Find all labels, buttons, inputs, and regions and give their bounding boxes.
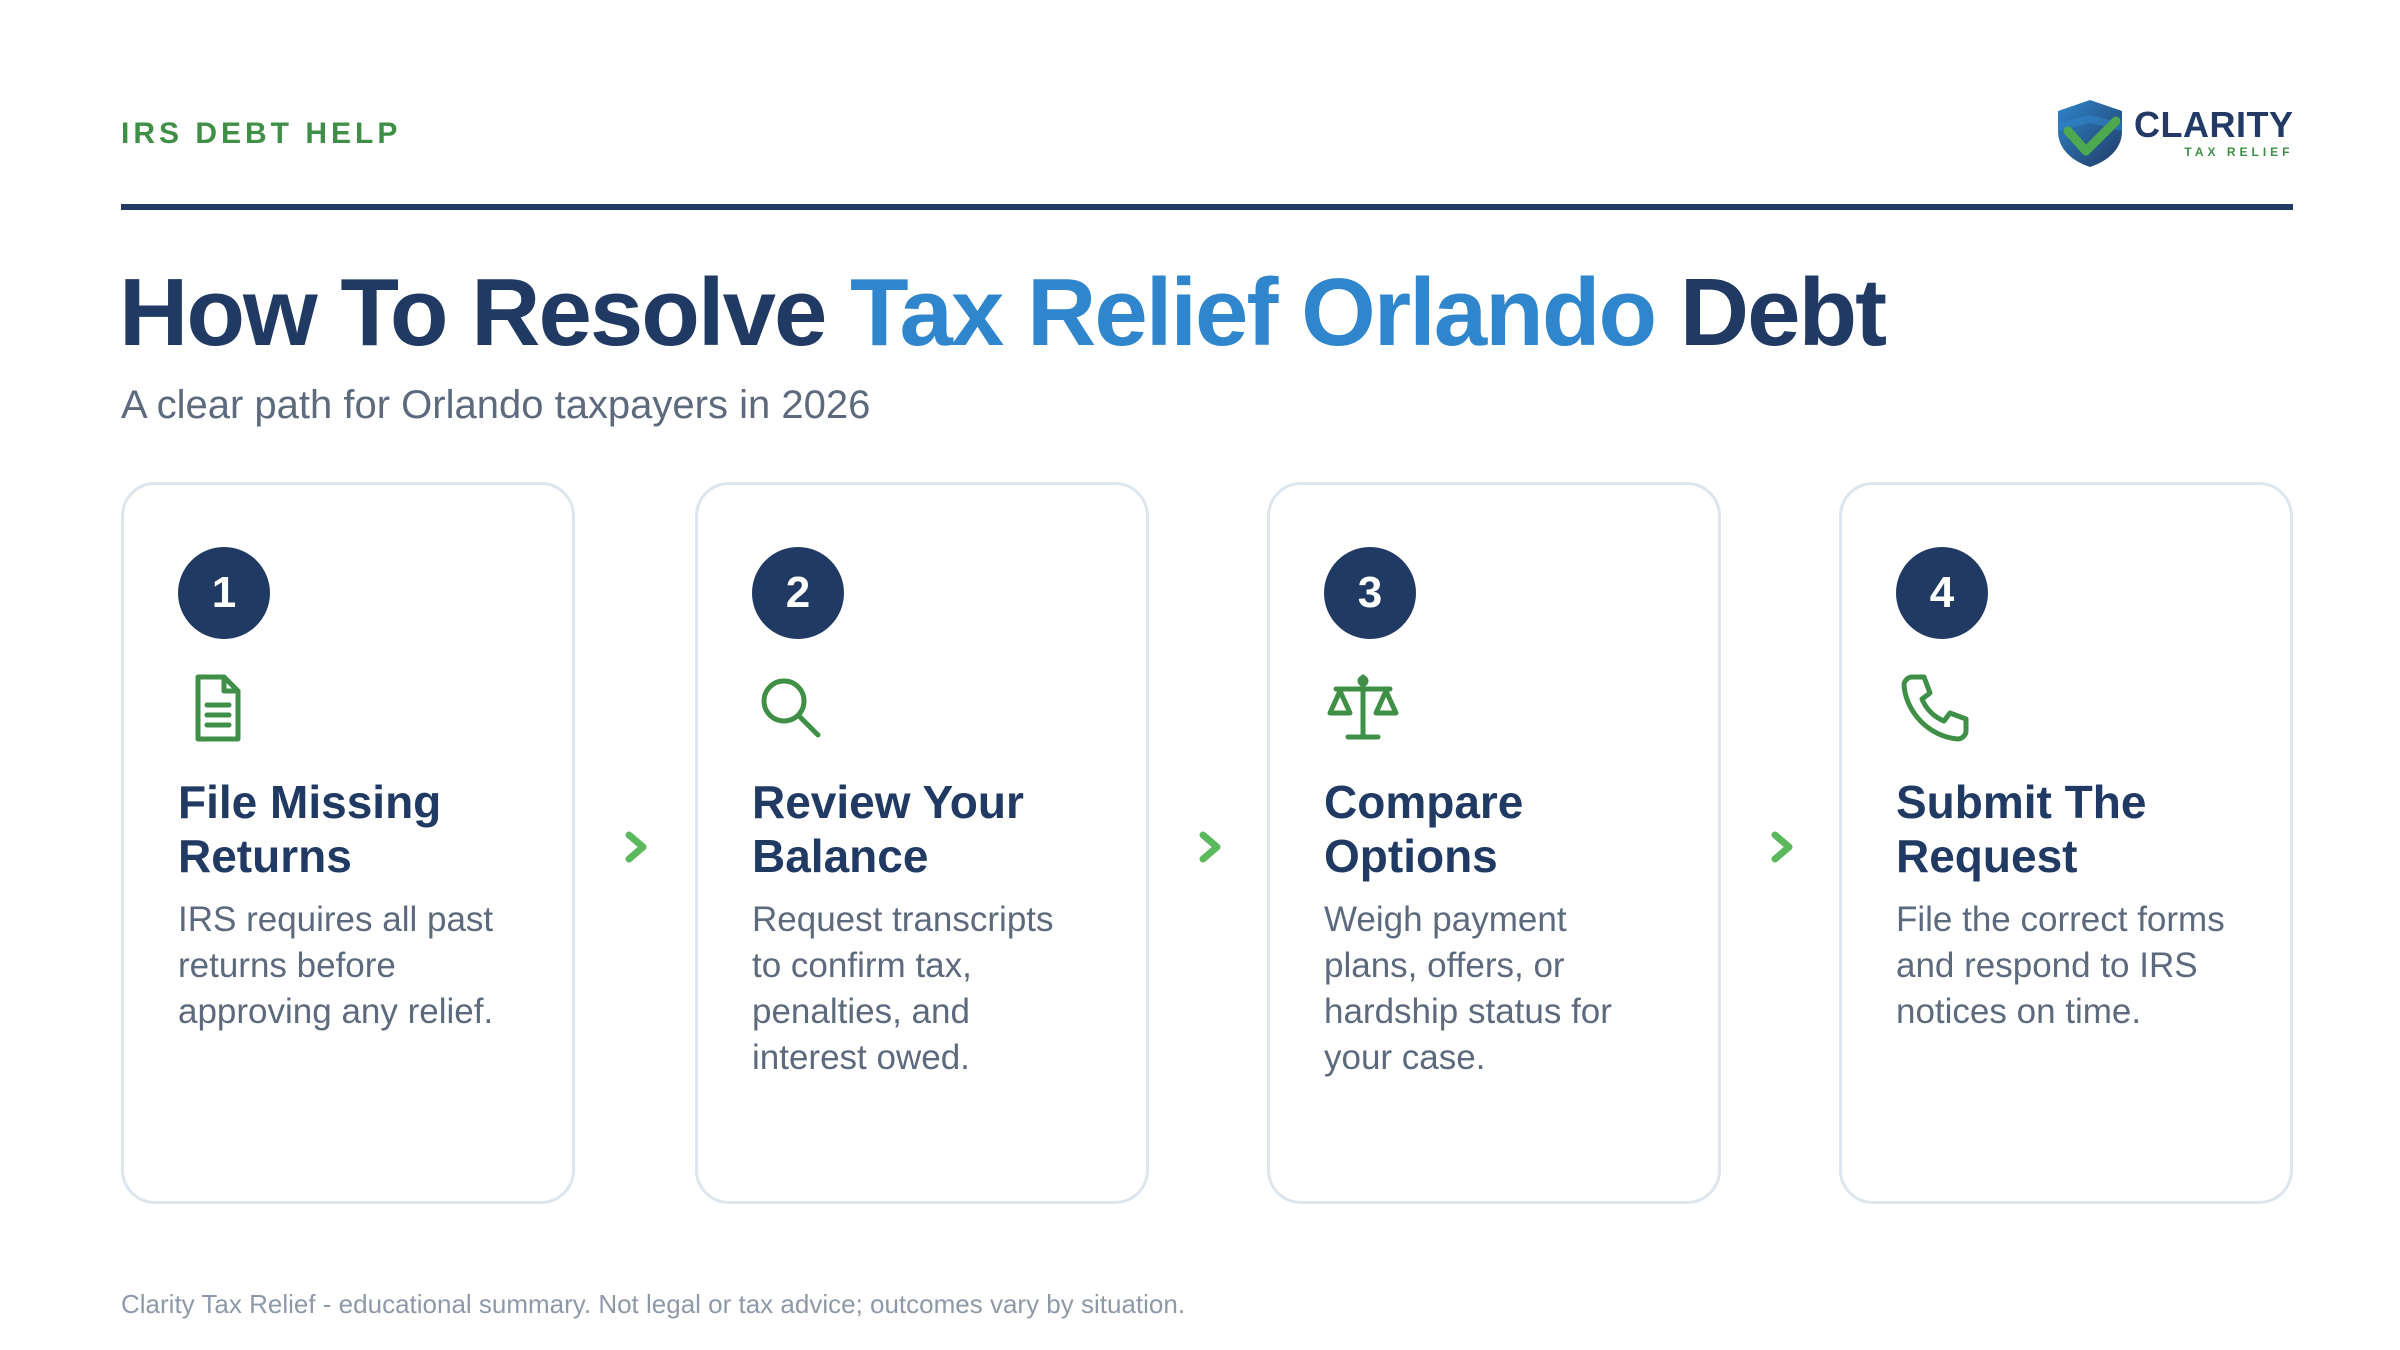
logo-tagline: TAX RELIEF <box>2184 144 2294 159</box>
step-description: File the correct forms and respond to IR… <box>1896 900 2225 1031</box>
step-card-2: 2 Review Your Balance Request transcript… <box>695 482 1149 1204</box>
chevron-right-icon <box>621 827 651 867</box>
chevron-right-icon <box>1195 827 1225 867</box>
step-title: Review Your Balance <box>752 776 1024 882</box>
step-description: Weigh payment plans, offers, or hardship… <box>1324 900 1612 1077</box>
step-title: File Missing Returns <box>178 776 442 882</box>
shield-check-icon <box>2052 97 2128 169</box>
step-card-1: 1 File Missing Returns IRS requires all … <box>121 482 575 1204</box>
step-title: Submit The Request <box>1896 776 2147 882</box>
eyebrow-label: IRS DEBT HELP <box>121 117 402 150</box>
document-icon <box>180 671 254 745</box>
title-part2: Debt <box>1655 259 1887 366</box>
chevron-right-icon <box>1767 827 1797 867</box>
step-card-3: 3 Compare Options Weigh payment plans, o… <box>1267 482 1721 1204</box>
step-number-badge: 2 <box>752 547 844 639</box>
step-description: IRS requires all past returns before app… <box>178 900 494 1031</box>
search-icon <box>754 671 828 745</box>
logo-name: CLARITY <box>2134 103 2294 145</box>
page-subtitle: A clear path for Orlando taxpayers in 20… <box>121 383 871 427</box>
clarity-logo: CLARITY TAX RELIEF <box>2052 96 2298 170</box>
step-title: Compare Options <box>1324 776 1524 882</box>
phone-icon <box>1898 671 1972 745</box>
scale-icon <box>1326 671 1400 745</box>
step-number-badge: 3 <box>1324 547 1416 639</box>
step-description: Request transcripts to confirm tax, pena… <box>752 900 1054 1077</box>
title-accent: Tax Relief Orlando <box>850 259 1657 366</box>
title-part1: How To Resolve <box>119 259 851 366</box>
header-divider <box>121 204 2293 210</box>
step-number-badge: 1 <box>178 547 270 639</box>
step-number-badge: 4 <box>1896 547 1988 639</box>
footer-disclaimer: Clarity Tax Relief - educational summary… <box>121 1289 1186 1319</box>
step-card-4: 4 Submit The Request File the correct fo… <box>1839 482 2293 1204</box>
page-title: How To Resolve Tax Relief Orlando Debt <box>119 256 1887 370</box>
